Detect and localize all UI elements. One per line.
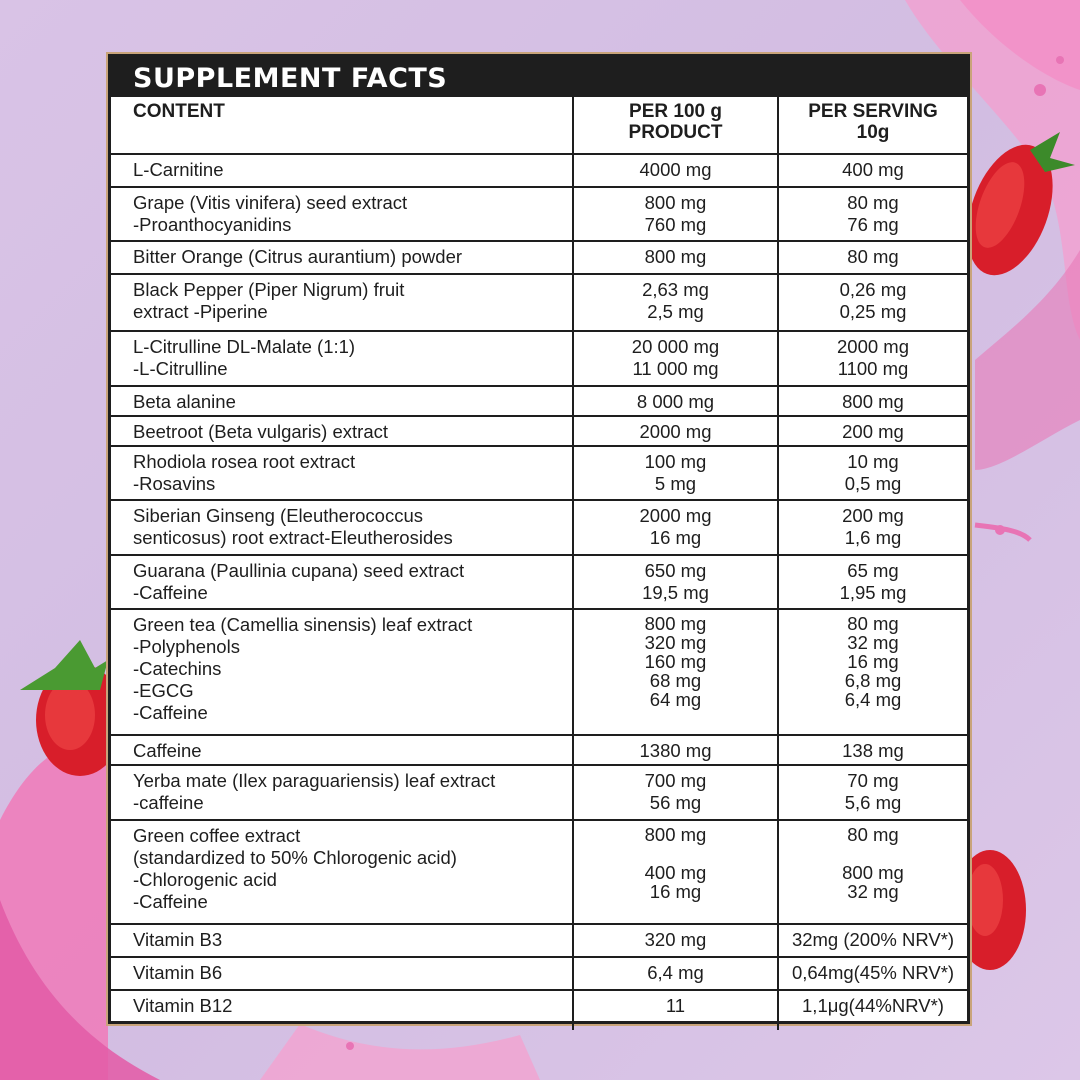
per-100g-value: 2,63 mg 2,5 mg — [572, 273, 779, 332]
ingredient-name: Black Pepper (Piper Nigrum) fruit extract… — [111, 273, 574, 332]
table-row: Yerba mate (Ilex paraguariensis) leaf ex… — [111, 764, 967, 821]
per-100g-value: 8 000 mg — [572, 385, 779, 417]
ingredient-name: Caffeine — [111, 734, 574, 766]
per-100g-value: 800 mg — [572, 240, 779, 275]
supplement-facts-panel: SUPPLEMENT FACTS CONTENT PER 100 g PRODU… — [108, 54, 970, 1030]
ingredient-name: Siberian Ginseng (Eleutherococcus sentico… — [111, 499, 574, 556]
ingredient-name: Beta alanine — [111, 385, 574, 417]
ingredient-name: Bitter Orange (Citrus aurantium) powder — [111, 240, 574, 275]
strawberry-icon-bottom-right — [954, 850, 1026, 970]
table-row: Caffeine 1380 mg 138 mg — [111, 734, 967, 766]
per-serving-value: 2000 mg 1100 mg — [777, 330, 967, 387]
table-row: Vitamin B12 11 1,1μg(44%NRV*) — [111, 989, 967, 1030]
table-row: Beetroot (Beta vulgaris) extract 2000 mg 2… — [111, 415, 967, 447]
per-serving-value: 65 mg 1,95 mg — [777, 554, 967, 610]
per-serving-value: 0,64mg(45% NRV*) — [777, 956, 967, 991]
ingredient-name: L-Carnitine — [111, 153, 574, 188]
column-header-per-100g: PER 100 g PRODUCT — [572, 97, 779, 155]
ingredient-name: Beetroot (Beta vulgaris) extract — [111, 415, 574, 447]
ingredient-name: Yerba mate (Ilex paraguariensis) leaf ex… — [111, 764, 574, 821]
per-serving-value: 80 mg 76 mg — [777, 186, 967, 242]
per-100g-value: 650 mg 19,5 mg — [572, 554, 779, 610]
table-row: Bitter Orange (Citrus aurantium) powder 8… — [111, 240, 967, 275]
ingredient-name: Grape (Vitis vinifera) seed extract -Proa… — [111, 186, 574, 242]
per-100g-value: 800 mg 760 mg — [572, 186, 779, 242]
ingredient-name: Rhodiola rosea root extract -Rosavins — [111, 445, 574, 501]
table-row: Black Pepper (Piper Nigrum) fruit extract… — [111, 273, 967, 332]
per-100g-value: 1380 mg — [572, 734, 779, 766]
ingredient-name: Vitamin B12 — [111, 989, 574, 1030]
table-row: L-Citrulline DL-Malate (1:1) -L-Citrullin… — [111, 330, 967, 387]
per-serving-value: 400 mg — [777, 153, 967, 188]
ingredient-name: Guarana (Paullinia cupana) seed extract -… — [111, 554, 574, 610]
ingredient-name: Green tea (Camellia sinensis) leaf extra… — [111, 608, 574, 736]
per-serving-value: 80 mg 800 mg 32 mg — [777, 819, 967, 925]
table-header-row: CONTENT PER 100 g PRODUCT PER SERVING 10… — [111, 97, 967, 155]
per-100g-value: 2000 mg — [572, 415, 779, 447]
per-serving-value: 800 mg — [777, 385, 967, 417]
table-row: Green coffee extract (standardized to 50%… — [111, 819, 967, 925]
table-row: Beta alanine 8 000 mg 800 mg — [111, 385, 967, 417]
pink-splash-top-right — [905, 0, 1080, 340]
strawberry-icon-left — [20, 640, 124, 776]
per-100g-value: 700 mg 56 mg — [572, 764, 779, 821]
per-100g-value: 6,4 mg — [572, 956, 779, 991]
per-serving-value: 80 mg — [777, 240, 967, 275]
table-row: Green tea (Camellia sinensis) leaf extra… — [111, 608, 967, 736]
per-serving-value: 1,1μg(44%NRV*) — [777, 989, 967, 1030]
per-100g-value: 320 mg — [572, 923, 779, 958]
per-serving-value: 200 mg — [777, 415, 967, 447]
column-header-per-serving: PER SERVING 10g — [777, 97, 967, 155]
ingredient-name: L-Citrulline DL-Malate (1:1) -L-Citrullin… — [111, 330, 574, 387]
table-row: Vitamin B3 320 mg 32mg (200% NRV*) — [111, 923, 967, 958]
per-100g-value: 800 mg 400 mg 16 mg — [572, 819, 779, 925]
table-row: Vitamin B6 6,4 mg 0,64mg(45% NRV*) — [111, 956, 967, 991]
table-row: Grape (Vitis vinifera) seed extract -Proa… — [111, 186, 967, 242]
per-serving-value: 138 mg — [777, 734, 967, 766]
per-100g-value: 11 — [572, 989, 779, 1030]
ingredient-name: Vitamin B6 — [111, 956, 574, 991]
strawberry-icon-top-right — [967, 132, 1075, 276]
column-header-content: CONTENT — [111, 97, 574, 155]
table-row: L-Carnitine 4000 mg 400 mg — [111, 153, 967, 188]
per-100g-value: 100 mg 5 mg — [572, 445, 779, 501]
supplement-facts-title: SUPPLEMENT FACTS — [111, 57, 967, 97]
table-row: Guarana (Paullinia cupana) seed extract -… — [111, 554, 967, 610]
table-row: Rhodiola rosea root extract -Rosavins 100 … — [111, 445, 967, 501]
per-100g-value: 4000 mg — [572, 153, 779, 188]
per-serving-value: 70 mg 5,6 mg — [777, 764, 967, 821]
per-serving-value: 200 mg 1,6 mg — [777, 499, 967, 556]
ingredient-name: Vitamin B3 — [111, 923, 574, 958]
per-100g-value: 2000 mg 16 mg — [572, 499, 779, 556]
per-serving-value: 80 mg 32 mg 16 mg 6,8 mg 6,4 mg — [777, 608, 967, 736]
table-row: Siberian Ginseng (Eleutherococcus sentico… — [111, 499, 967, 556]
per-serving-value: 10 mg 0,5 mg — [777, 445, 967, 501]
per-100g-value: 800 mg 320 mg 160 mg 68 mg 64 mg — [572, 608, 779, 736]
per-serving-value: 0,26 mg 0,25 mg — [777, 273, 967, 332]
per-100g-value: 20 000 mg 11 000 mg — [572, 330, 779, 387]
supplement-facts-table: CONTENT PER 100 g PRODUCT PER SERVING 10… — [111, 97, 967, 1030]
per-serving-value: 32mg (200% NRV*) — [777, 923, 967, 958]
ingredient-name: Green coffee extract (standardized to 50%… — [111, 819, 574, 925]
